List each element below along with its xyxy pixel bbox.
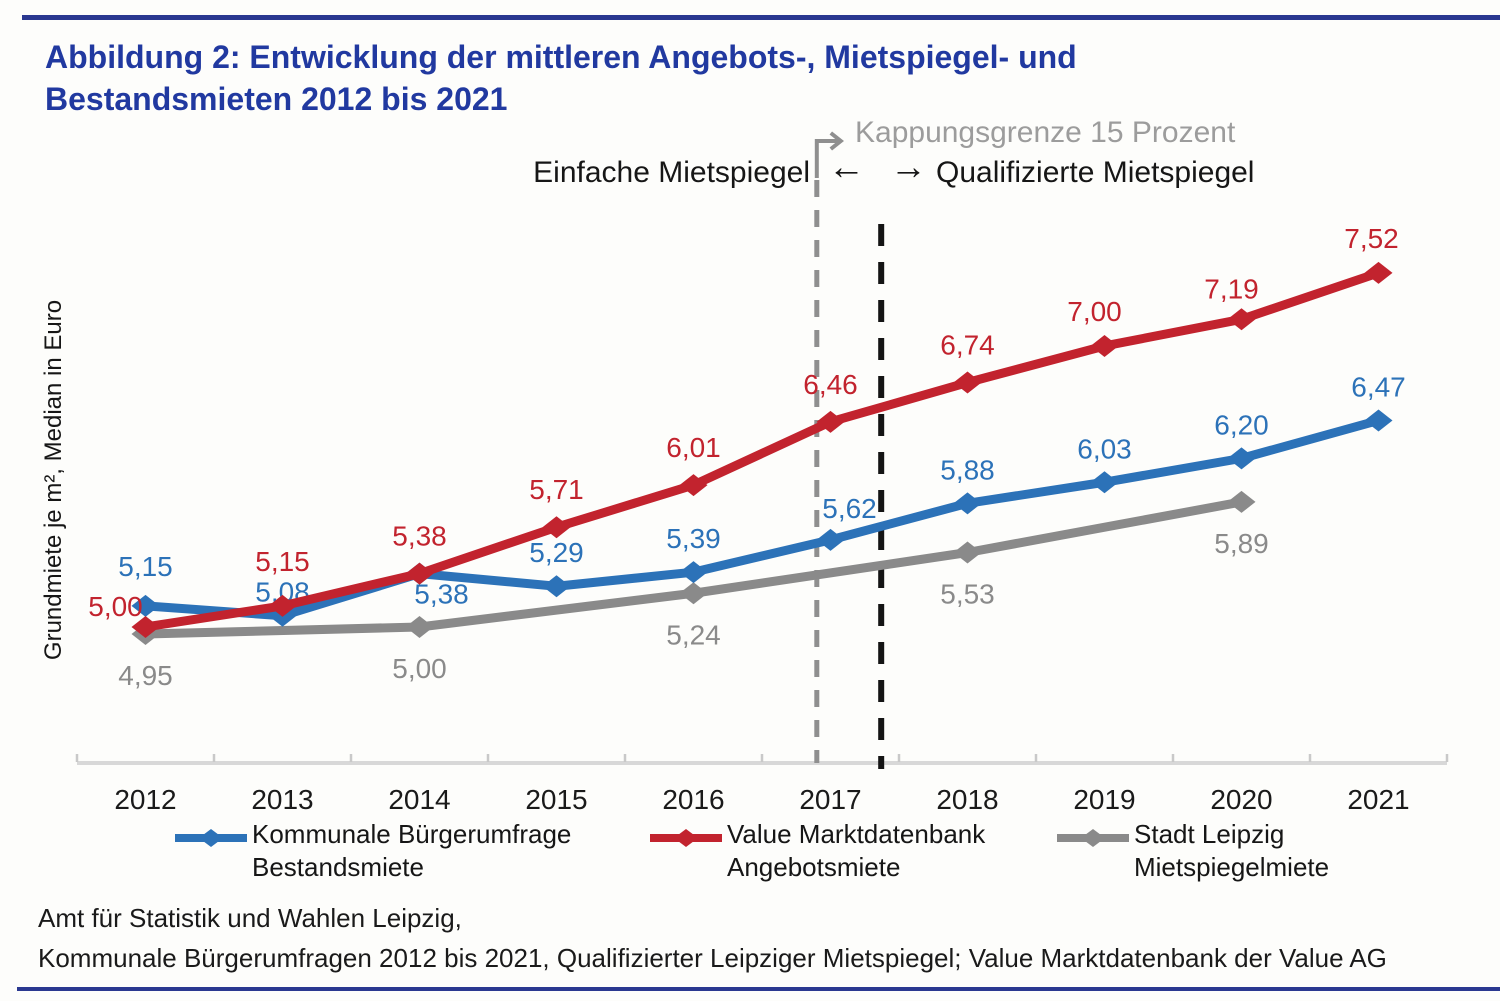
legend-line-red-icon — [650, 829, 722, 847]
x-axis-year-label: 2017 — [799, 784, 861, 815]
data-point-marker — [1364, 261, 1393, 284]
data-point-marker — [1090, 471, 1119, 494]
series-line — [145, 416, 1380, 621]
data-point-marker — [953, 541, 982, 564]
data-point-label: 5,29 — [529, 537, 584, 568]
elbow-arrowhead-icon — [829, 131, 845, 151]
x-axis-year-label: 2019 — [1073, 784, 1135, 815]
data-point-label: 5,15 — [118, 551, 173, 582]
figure-title-line-1: Abbildung 2: Entwicklung der mittleren A… — [45, 39, 1077, 75]
data-point-label: 5,71 — [529, 474, 584, 505]
data-point-marker — [1090, 334, 1119, 357]
top-rule — [22, 15, 1500, 20]
legend-item-mietspiegelmiete: Stadt Leipzig Mietspiegelmiete — [1057, 818, 1329, 885]
data-point-label: 5,00 — [88, 591, 143, 622]
data-point-marker — [1227, 490, 1256, 513]
data-point-marker — [1364, 409, 1393, 432]
data-point-marker — [405, 615, 434, 638]
data-point-label: 6,01 — [666, 432, 721, 463]
x-axis-year-label: 2015 — [525, 784, 587, 815]
data-point-label: 7,00 — [1067, 296, 1122, 327]
x-axis-year-label: 2021 — [1347, 784, 1409, 815]
data-point-label: 6,47 — [1351, 371, 1406, 402]
figure-title: Abbildung 2: Entwicklung der mittleren A… — [45, 36, 1365, 120]
data-point-marker — [131, 594, 160, 617]
left-arrow-icon: ← — [828, 146, 865, 187]
data-point-label: 5,53 — [940, 579, 995, 610]
data-point-label: 4,95 — [118, 660, 173, 691]
data-point-label: 7,19 — [1204, 273, 1259, 304]
figure-title-line-2: Bestandsmieten 2012 bis 2021 — [45, 81, 508, 118]
data-point-label: 6,46 — [803, 369, 858, 400]
data-point-label: 5,62 — [822, 493, 877, 524]
x-axis-year-label: 2020 — [1210, 784, 1272, 815]
data-point-label: 5,89 — [1214, 528, 1269, 559]
source-line-1: Amt für Statistik und Wahlen Leipzig, — [38, 903, 462, 933]
data-point-label: 5,00 — [392, 653, 447, 684]
data-point-marker — [131, 615, 160, 638]
data-point-marker — [542, 516, 571, 539]
data-point-marker — [542, 575, 571, 598]
data-point-marker — [816, 528, 845, 551]
data-point-label: 6,20 — [1214, 409, 1269, 440]
data-point-marker — [953, 371, 982, 394]
data-point-marker — [405, 562, 434, 585]
source-line-2: Kommunale Bürgerumfragen 2012 bis 2021, … — [38, 943, 1387, 973]
x-axis-year-label: 2016 — [662, 784, 724, 815]
legend-label-line: Stadt Leipzig — [1134, 819, 1285, 849]
data-point-marker — [268, 594, 297, 617]
data-point-label: 7,52 — [1344, 223, 1399, 254]
data-point-marker — [679, 582, 708, 605]
x-axis-year-label: 2012 — [114, 784, 176, 815]
legend-label-line: Angebotsmiete — [727, 852, 901, 883]
x-axis-year-label: 2018 — [936, 784, 998, 815]
legend-line-blue-icon — [175, 829, 247, 847]
legend-label-line: Kommunale Bürgerumfrage — [252, 819, 572, 849]
elbow-arrow-icon — [814, 139, 839, 178]
data-point-marker — [1227, 308, 1256, 331]
legend-item-angebotsmiete: Value Marktdatenbank Angebotsmiete — [650, 818, 985, 885]
einfache-mietspiegel-label: Einfache Mietspiegel — [533, 156, 810, 189]
data-point-label: 6,74 — [940, 330, 995, 361]
legend-item-bestandsmiete: Kommunale Bürgerumfrage Bestandsmiete — [175, 818, 571, 885]
data-point-label: 6,03 — [1077, 433, 1132, 464]
legend-line-gray-icon — [1057, 829, 1129, 847]
qualifizierte-mietspiegel-label: Qualifizierte Mietspiegel — [936, 156, 1255, 189]
legend-label-line: Bestandsmiete — [252, 852, 424, 883]
bottom-rule — [17, 987, 1500, 991]
data-point-marker — [679, 561, 708, 584]
series-line — [144, 268, 1380, 632]
data-point-label: 5,39 — [666, 523, 721, 554]
data-point-label: 5,88 — [940, 454, 995, 485]
right-arrow-icon: → — [890, 146, 927, 187]
legend-label-line: Mietspiegelmiete — [1134, 852, 1330, 883]
data-point-label: 5,38 — [392, 521, 447, 552]
kappungsgrenze-annotation: Kappungsgrenze 15 Prozent — [855, 116, 1236, 149]
data-point-label: 5,15 — [255, 546, 310, 577]
data-point-label: 5,38 — [414, 579, 469, 610]
data-point-marker — [679, 474, 708, 497]
data-point-label: 5,24 — [666, 619, 721, 650]
data-point-marker — [816, 410, 845, 433]
legend-label-line: Value Marktdatenbank — [727, 819, 986, 849]
x-axis-year-label: 2014 — [388, 784, 450, 815]
x-axis-year-label: 2013 — [251, 784, 313, 815]
data-point-marker — [1227, 447, 1256, 470]
data-point-marker — [953, 492, 982, 515]
